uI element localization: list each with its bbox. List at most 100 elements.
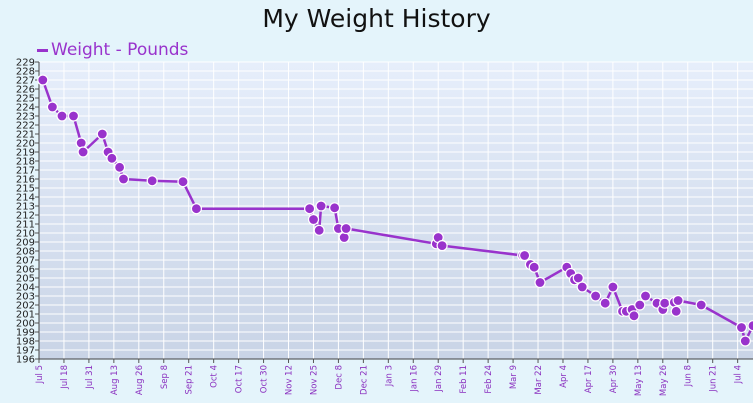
data-point[interactable] xyxy=(340,222,352,235)
data-point[interactable] xyxy=(739,335,751,347)
y-tick-label: 216 xyxy=(16,175,35,186)
x-tick-label: Oct 17 xyxy=(235,365,245,393)
y-tick-label: 215 xyxy=(16,184,35,195)
data-point[interactable] xyxy=(607,281,619,293)
x-tick-label: Sep 8 xyxy=(160,365,170,389)
y-tick-label: 217 xyxy=(16,166,35,177)
x-tick-label: Nov 12 xyxy=(285,365,295,395)
data-point[interactable] xyxy=(329,202,341,214)
x-tick-label: Jul 4 xyxy=(734,365,744,384)
data-point[interactable] xyxy=(146,175,158,187)
y-tick-label: 214 xyxy=(16,193,35,204)
x-tick-label: Apr 30 xyxy=(609,365,619,393)
data-point[interactable] xyxy=(307,213,320,226)
data-point[interactable] xyxy=(46,101,59,113)
y-tick-label: 221 xyxy=(16,130,35,141)
y-tick-label: 198 xyxy=(16,337,35,348)
x-tick-label: Oct 30 xyxy=(260,365,270,393)
legend-label: Weight - Pounds xyxy=(51,40,189,60)
data-point[interactable] xyxy=(313,224,325,236)
data-point[interactable] xyxy=(96,128,108,140)
data-point[interactable] xyxy=(628,310,640,322)
y-tick-label: 196 xyxy=(16,355,35,366)
y-axis-ticks: 1961971981992002012022032042052062072082… xyxy=(16,58,35,366)
x-tick-label: Feb 24 xyxy=(484,365,494,394)
data-point[interactable] xyxy=(576,281,588,293)
data-point[interactable] xyxy=(518,249,531,262)
data-point[interactable] xyxy=(659,297,671,309)
data-point[interactable] xyxy=(177,176,189,188)
chart-title: My Weight History xyxy=(262,4,491,33)
axes xyxy=(35,61,753,363)
y-tick-label: 208 xyxy=(16,247,35,258)
x-tick-label: Mar 9 xyxy=(509,365,519,389)
y-tick-label: 223 xyxy=(16,112,35,123)
x-tick-label: Nov 25 xyxy=(309,365,319,395)
data-point[interactable] xyxy=(77,146,89,158)
data-point[interactable] xyxy=(534,276,546,289)
data-point[interactable] xyxy=(75,137,87,149)
y-tick-label: 200 xyxy=(16,319,35,330)
x-tick-label: May 26 xyxy=(659,365,669,396)
y-tick-label: 213 xyxy=(16,202,35,213)
data-point[interactable] xyxy=(436,240,448,252)
x-tick-label: Feb 11 xyxy=(459,365,469,394)
y-tick-label: 211 xyxy=(16,220,35,231)
x-tick-label: Dec 21 xyxy=(359,365,369,395)
data-point[interactable] xyxy=(599,297,611,309)
data-point[interactable] xyxy=(117,173,130,185)
x-tick-label: Jan 29 xyxy=(434,365,444,393)
data-point[interactable] xyxy=(695,299,707,311)
x-tick-label: Apr 17 xyxy=(584,365,594,393)
data-point[interactable] xyxy=(672,294,684,307)
x-tick-label: Jun 21 xyxy=(709,365,719,393)
data-point[interactable] xyxy=(639,290,652,302)
x-tick-label: Sep 21 xyxy=(185,365,195,395)
x-tick-label: Aug 13 xyxy=(110,365,120,395)
y-tick-label: 228 xyxy=(16,67,35,78)
x-axis-ticks: Jul 5 Jul 18 Jul 31 Aug 13 Aug 26 Sep 8 Sep 21… xyxy=(35,365,744,396)
data-point[interactable] xyxy=(589,290,602,302)
data-point[interactable] xyxy=(670,305,682,317)
y-tick-label: 218 xyxy=(16,157,35,168)
x-tick-label: May 13 xyxy=(634,365,644,396)
data-point[interactable] xyxy=(304,203,316,215)
data-point[interactable] xyxy=(190,203,202,215)
data-point[interactable] xyxy=(735,321,748,334)
data-point[interactable] xyxy=(113,161,126,173)
y-tick-label: 225 xyxy=(16,94,35,105)
y-tick-label: 220 xyxy=(16,139,35,150)
data-point[interactable] xyxy=(528,261,540,273)
x-tick-label: Jan 16 xyxy=(409,365,419,393)
x-tick-label: Jan 3 xyxy=(384,365,394,387)
data-point[interactable] xyxy=(67,110,80,122)
x-tick-label: Jun 8 xyxy=(684,365,694,387)
data-point[interactable] xyxy=(37,74,49,86)
y-tick-label: 212 xyxy=(16,211,35,222)
y-tick-label: 206 xyxy=(16,265,35,276)
data-point[interactable] xyxy=(747,320,753,332)
data-point[interactable] xyxy=(56,110,68,122)
y-tick-label: 197 xyxy=(16,346,35,357)
data-point[interactable] xyxy=(106,152,118,164)
x-tick-label: Dec 8 xyxy=(334,365,344,390)
data-point[interactable] xyxy=(634,299,646,311)
legend[interactable]: Weight - Pounds xyxy=(37,40,188,60)
y-tick-label: 224 xyxy=(16,103,35,114)
y-tick-label: 222 xyxy=(16,121,35,132)
y-tick-label: 201 xyxy=(16,310,35,321)
x-tick-label: Jul 31 xyxy=(85,365,95,390)
y-tick-label: 219 xyxy=(16,148,35,159)
legend-swatch xyxy=(37,48,48,52)
x-tick-label: Apr 4 xyxy=(559,365,569,388)
y-tick-label: 204 xyxy=(16,283,35,294)
y-tick-label: 226 xyxy=(16,85,35,96)
y-tick-label: 199 xyxy=(16,328,35,339)
y-tick-label: 205 xyxy=(16,274,35,285)
data-point[interactable] xyxy=(315,200,327,212)
y-tick-label: 210 xyxy=(16,229,35,240)
x-tick-label: Aug 26 xyxy=(135,365,145,395)
y-tick-label: 202 xyxy=(16,301,35,312)
data-point[interactable] xyxy=(338,231,350,244)
